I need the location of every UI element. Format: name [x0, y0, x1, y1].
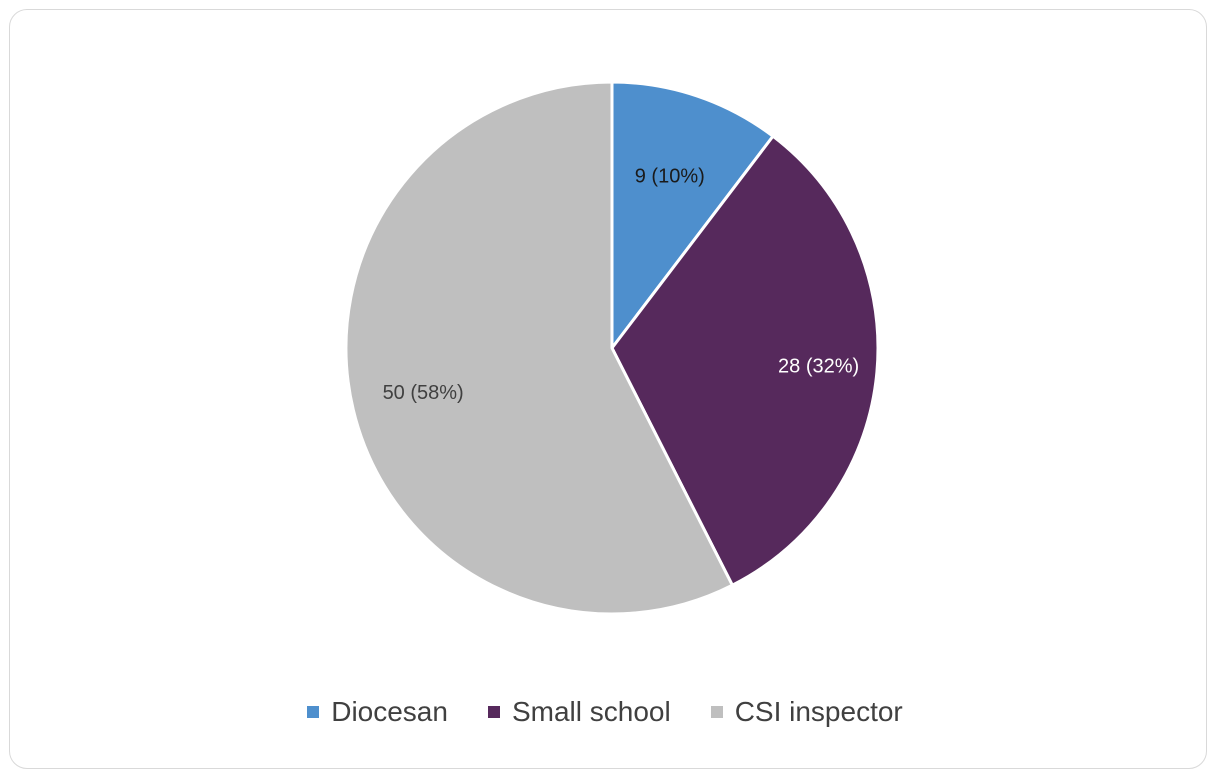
legend-item-small-school: Small school — [487, 696, 671, 728]
legend-swatch-csi-inspector — [710, 706, 723, 718]
legend-swatch-small-school — [487, 706, 500, 718]
legend-swatch-diocesan — [307, 706, 320, 718]
pie-slice-diocesan — [610, 80, 775, 350]
slice-label-small-school: 28 (32%) — [778, 356, 859, 378]
legend-label-diocesan: Diocesan — [331, 696, 448, 727]
legend-item-csi-inspector: CSI inspector — [710, 696, 903, 728]
pie-slice-small-school — [610, 134, 880, 587]
legend-label-csi-inspector: CSI inspector — [734, 696, 903, 727]
slice-label-csi-inspector: 50 (58%) — [383, 382, 464, 404]
pie-slice-labels: 9 (10%) 28 (32%) 50 (58%) — [383, 166, 860, 405]
pie-slice-csi-inspector — [344, 80, 734, 616]
legend-item-diocesan: Diocesan — [307, 696, 448, 728]
chart-legend: Diocesan Small school CSI inspector — [0, 692, 1210, 732]
pie-chart: 9 (10%) 28 (32%) 50 (58%) — [344, 80, 880, 616]
slice-label-diocesan: 9 (10%) — [635, 166, 705, 188]
pie-slices — [344, 80, 880, 616]
legend-label-small-school: Small school — [511, 696, 671, 727]
